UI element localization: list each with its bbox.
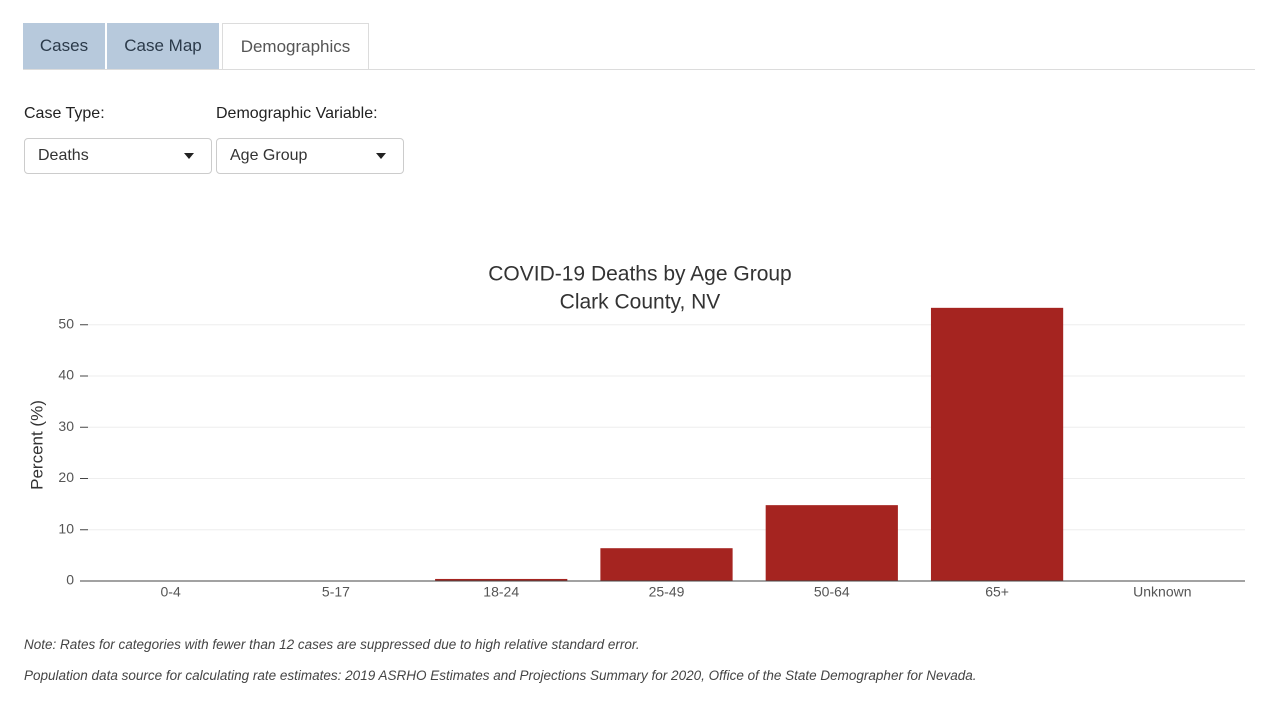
x-tick-label: 0-4 — [161, 584, 181, 600]
control-label: Demographic Variable: — [216, 105, 378, 122]
chart: COVID-19 Deaths by Age Group Clark Count… — [27, 263, 1245, 600]
caret — [376, 153, 386, 159]
bar — [765, 505, 898, 581]
y-axis-label: Percent (%) — [27, 400, 46, 490]
dropdown[interactable]: Deaths — [24, 138, 212, 174]
y-tick-label: 0 — [66, 572, 74, 588]
y-tick-label: 40 — [58, 367, 74, 383]
y-tick-label: 10 — [58, 520, 74, 536]
note: Population data source for calculating r… — [24, 668, 977, 683]
y-tick-label: 50 — [58, 315, 74, 331]
bar — [600, 548, 733, 581]
y-tick-label: 20 — [58, 469, 74, 485]
control-label: Case Type: — [24, 105, 105, 122]
note: Note: Rates for categories with fewer th… — [24, 637, 640, 652]
tab-divider — [23, 69, 1255, 70]
chart-title: COVID-19 Deaths by Age Group — [488, 263, 792, 286]
tab[interactable]: Case Map — [107, 23, 219, 69]
x-tick-label: 65+ — [985, 584, 1009, 600]
x-tick-label: 50-64 — [814, 584, 850, 600]
x-tick-label: 5-17 — [322, 584, 350, 600]
bar — [930, 307, 1064, 581]
dropdown-value: Deaths — [38, 147, 89, 164]
caret — [184, 153, 194, 159]
tab-active[interactable]: Demographics — [222, 23, 369, 70]
dropdown-value: Age Group — [230, 147, 308, 164]
x-tick-label: 25-49 — [649, 584, 685, 600]
chart-subtitle: Clark County, NV — [560, 291, 721, 314]
dropdown[interactable]: Age Group — [216, 138, 404, 174]
y-tick-label: 30 — [58, 418, 74, 434]
x-tick-label: 18-24 — [483, 584, 519, 600]
tab[interactable]: Cases — [23, 23, 105, 69]
x-tick-label: Unknown — [1133, 584, 1191, 600]
bar — [435, 578, 568, 581]
